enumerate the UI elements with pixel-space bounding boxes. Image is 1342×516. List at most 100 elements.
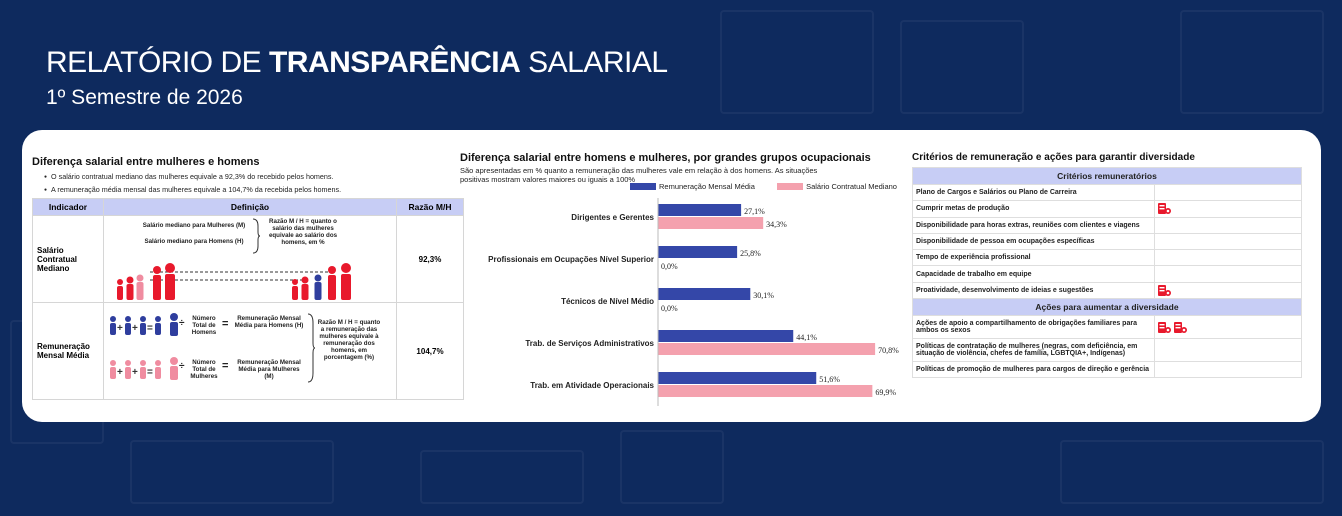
category-label: Trab. em Atividade Operacionais (530, 381, 654, 390)
svg-text:+: + (117, 367, 123, 378)
criterion-label: Proatividade, desenvolvimento de ideias … (912, 281, 1155, 300)
bar-chart: Dirigentes e Gerentes 27,1%34,3% Profissio… (488, 198, 899, 406)
criterion-icons (1154, 265, 1302, 283)
brace-icon (307, 313, 315, 383)
criterion-icons (1154, 200, 1302, 218)
data-label: 27,1% (744, 207, 765, 216)
actions-section-header-row: Ações para aumentar a diversidade (912, 298, 1302, 317)
table-row: Remuneração Mensal Média + + = (32, 302, 464, 400)
equals-sign: = (222, 360, 229, 372)
table-row: Proatividade, desenvolvimento de ideias … (912, 281, 1302, 300)
women-remuneration-label: Remuneração Mensal Média para Mulheres (… (237, 359, 301, 380)
divide-sign: ÷ (179, 318, 185, 329)
table-row: Tempo de experiência profissional (912, 249, 1302, 267)
table-header-row: Indicador Definição Razão M/H (32, 198, 464, 216)
criterion-label: Plano de Cargos e Salários ou Plano de C… (912, 183, 1155, 202)
bar-remuneracao (658, 372, 817, 384)
criterion-label: Disponibilidade de pessoa em ocupações e… (912, 232, 1155, 251)
table-row: Políticas de contratação de mulheres (ne… (912, 338, 1302, 363)
title-bold: TRANSPARÊNCIA (268, 46, 521, 79)
criterion-label: Disponibilidade para horas extras, reuni… (912, 216, 1155, 234)
legend-label: Remuneração Mensal Média (659, 182, 755, 191)
table-row: Disponibilidade para horas extras, reuni… (912, 216, 1302, 234)
category-label: Profissionais em Ocupações Nível Superio… (488, 255, 654, 264)
occupational-chart-panel: Diferença salarial entre homens e mulher… (460, 152, 900, 406)
criterion-icons (1154, 232, 1302, 251)
criterion-label: Políticas de contratação de mulheres (ne… (912, 338, 1155, 363)
category-label: Técnicos de Nível Médio (561, 297, 654, 306)
report-card: Diferença salarial entre mulheres e home… (22, 130, 1321, 422)
money-bag-icon (1158, 321, 1171, 333)
criterion-label: Cumprir metas de produção (912, 200, 1155, 218)
svg-text:+: + (132, 367, 138, 378)
data-label: 51,6% (819, 375, 840, 384)
salary-difference-panel: Diferença salarial entre mulheres e home… (32, 156, 464, 400)
equals-sign: = (222, 318, 229, 330)
table-row: Capacidade de trabalho em equipe (912, 265, 1302, 283)
data-label: 30,1% (753, 291, 774, 300)
criteria-table: Critérios remuneratórios Plano de Cargos … (912, 167, 1302, 379)
criteria-panel: Critérios de remuneração e ações para ga… (912, 152, 1304, 379)
chart-subtitle: São apresentadas em % quanto a remuneraç… (460, 166, 818, 184)
indicator-table: Indicador Definição Razão M/H Salário Co… (32, 198, 464, 400)
svg-text:=: = (147, 367, 153, 378)
table-row: Cumprir metas de produção (912, 200, 1302, 218)
brace-icon (252, 218, 260, 254)
men-remuneration-label: Remuneração Mensal Média para Homens (H) (234, 315, 304, 329)
chart-title: Diferença salarial entre homens e mulher… (460, 152, 871, 164)
bar-remuneracao (658, 246, 738, 258)
ratio-explanation: Razão M / H = quanto a remuneração das m… (317, 319, 381, 361)
header-indicador: Indicador (32, 198, 104, 216)
ratio-value: 92,3% (396, 215, 464, 303)
bar-salario (658, 217, 764, 229)
criterion-icons (1154, 249, 1302, 267)
money-bag-icon (1158, 284, 1171, 296)
svg-text:+: + (132, 323, 138, 334)
indicator-name: Salário Contratual Mediano (32, 215, 104, 303)
data-label: 0,0% (661, 262, 678, 271)
divide-sign: ÷ (179, 361, 185, 372)
criteria-section-header: Critérios remuneratórios (912, 167, 1302, 185)
men-group-icon: + + = (110, 313, 178, 336)
data-label: 44,1% (796, 333, 817, 342)
money-bag-icon (1158, 203, 1171, 215)
data-label: 70,8% (878, 346, 899, 355)
data-label: 0,0% (661, 304, 678, 313)
svg-text:+: + (117, 323, 123, 334)
women-count-label: Número Total de Mulheres (190, 359, 218, 380)
panel1-bullets: O salário contratual mediano das mulhere… (44, 172, 464, 194)
table-row: Ações de apoio a compartilhamento de obr… (912, 315, 1302, 340)
title-prefix: RELATÓRIO DE (46, 46, 269, 79)
chart-legend: Remuneração Mensal Média Salário Contrat… (630, 182, 897, 191)
definition-cell: Salário mediano para Mulheres (M) Salári… (103, 215, 397, 303)
criterion-icons (1154, 183, 1302, 202)
header-definicao: Definição (103, 198, 397, 216)
definition-cell: + + = + + = (103, 302, 397, 400)
criterion-icons (1154, 281, 1302, 300)
label-median-men: Salário mediano para Homens (H) (144, 238, 244, 245)
criterion-icons (1154, 361, 1302, 379)
criterion-label: Capacidade de trabalho em equipe (912, 265, 1155, 283)
panel1-title: Diferença salarial entre mulheres e home… (32, 156, 260, 168)
criterion-icons (1154, 338, 1302, 363)
report-header: RELATÓRIO DE TRANSPARÊNCIA SALARIAL 1º S… (46, 46, 668, 110)
label-median-women: Salário mediano para Mulheres (M) (142, 222, 246, 229)
title-suffix: SALARIAL (520, 46, 668, 79)
ratio-explanation: Razão M / H = quanto o salário das mulhe… (268, 218, 338, 246)
bullet-item: O salário contratual mediano das mulhere… (44, 172, 464, 181)
women-group-icon: + + = (110, 357, 178, 380)
data-label: 69,9% (875, 388, 896, 397)
criterion-label: Ações de apoio a compartilhamento de obr… (912, 315, 1155, 340)
category-label: Dirigentes e Gerentes (571, 213, 654, 222)
criterion-icons (1154, 216, 1302, 234)
legend-swatch (777, 183, 804, 190)
bar-remuneracao (658, 288, 751, 300)
table-row: Políticas de promoção de mulheres para c… (912, 361, 1302, 379)
indicator-name: Remuneração Mensal Média (32, 302, 104, 400)
report-subtitle: 1º Semestre de 2026 (46, 86, 243, 109)
money-bag-icon (1174, 321, 1187, 333)
salary-people-illustration (117, 263, 351, 300)
table-row: Salário Contratual Mediano Salário media… (32, 215, 464, 303)
ratio-value: 104,7% (396, 302, 464, 400)
